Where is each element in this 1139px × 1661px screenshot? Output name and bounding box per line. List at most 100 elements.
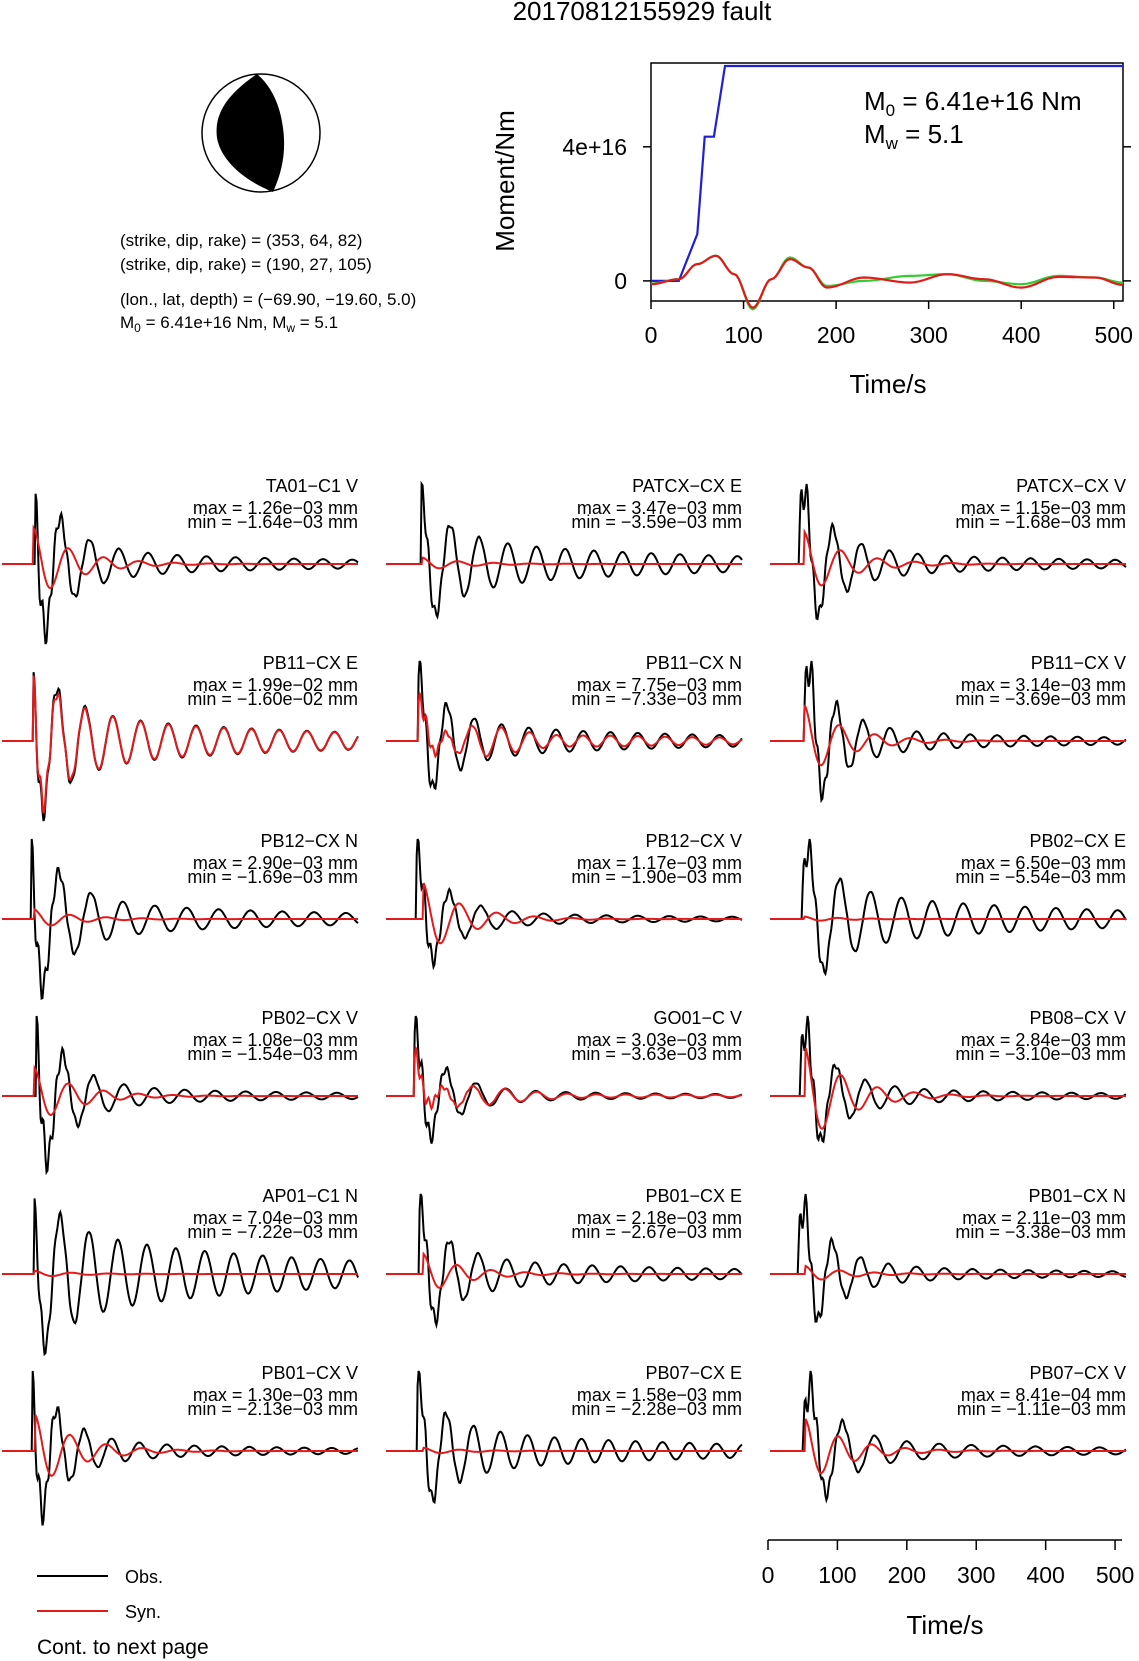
synthetic-trace bbox=[2, 1269, 358, 1278]
station-min: min = −7.33e−03 mm bbox=[571, 689, 742, 709]
waveform-x-tick-label: 500 bbox=[1096, 1562, 1134, 1588]
station-min: min = −3.10e−03 mm bbox=[955, 1044, 1126, 1064]
observed-trace bbox=[386, 480, 743, 620]
waveform-x-tick-label: 400 bbox=[1026, 1562, 1064, 1588]
station-name: PB02−CX V bbox=[261, 1008, 358, 1028]
station-min: min = −2.13e−03 mm bbox=[187, 1399, 358, 1419]
station-max: max = 1.30e−03 mm bbox=[193, 1385, 358, 1405]
synthetic-trace bbox=[386, 1251, 742, 1289]
station-name: PB11−CX E bbox=[263, 653, 358, 673]
station-name: PB11−CX N bbox=[646, 653, 742, 673]
station-min: min = −1.90e−03 mm bbox=[571, 867, 742, 887]
moment-x-tick-label: 0 bbox=[645, 322, 658, 348]
waveform-x-tick-label: 300 bbox=[957, 1562, 995, 1588]
synthetic-trace bbox=[2, 907, 358, 927]
station-name: PB01−CX V bbox=[261, 1363, 358, 1383]
station-min: min = −2.67e−03 mm bbox=[571, 1222, 742, 1242]
synthetic-trace bbox=[770, 1047, 1126, 1130]
moment-plot-frame bbox=[650, 62, 1124, 302]
station-name: PATCX−CX V bbox=[1016, 476, 1126, 496]
waveform-time-axis: Time/s 0 100 200 300 400 500 bbox=[762, 1539, 1134, 1640]
station-max: max = 1.17e−03 mm bbox=[577, 853, 742, 873]
observed-trace bbox=[770, 1193, 1127, 1323]
moment-y-tick-label: 4e+16 bbox=[562, 134, 627, 160]
station-min: min = −1.60e−02 mm bbox=[187, 689, 358, 709]
moment-curve bbox=[651, 64, 1123, 282]
figure-title: 20170812155929 fault bbox=[513, 0, 773, 26]
station-min: min = −1.69e−03 mm bbox=[187, 867, 358, 887]
m0-subscript: 0 bbox=[134, 321, 141, 335]
station-min: min = −3.63e−03 mm bbox=[571, 1044, 742, 1064]
mechanism-line-1: (strike, dip, rake) = (353, 64, 82) bbox=[120, 231, 362, 250]
station-name: GO01−C V bbox=[653, 1008, 742, 1028]
synthetic-trace bbox=[2, 1414, 358, 1477]
beachball bbox=[201, 73, 321, 193]
synthetic-trace bbox=[770, 1264, 1126, 1281]
station-name: PB12−CX N bbox=[260, 831, 358, 851]
station-name: PB01−CX E bbox=[645, 1186, 742, 1206]
continuation-note: Cont. to next page bbox=[37, 1636, 209, 1659]
station-name: PATCX−CX E bbox=[632, 476, 742, 496]
station-name: AP01−C1 N bbox=[262, 1186, 358, 1206]
moment-x-tick-label: 400 bbox=[1002, 322, 1040, 348]
observed-trace bbox=[2, 838, 359, 1000]
mechanism-info: (strike, dip, rake) = (353, 64, 82) (str… bbox=[120, 231, 416, 335]
station-name: PB12−CX V bbox=[645, 831, 742, 851]
waveform-x-tick-label: 0 bbox=[762, 1562, 775, 1588]
annot-m0-value: = 6.41e+16 Nm bbox=[895, 86, 1081, 116]
station-name: PB07−CX V bbox=[1029, 1363, 1126, 1383]
moment-series bbox=[650, 64, 1124, 311]
moment-x-tick-label: 300 bbox=[909, 322, 947, 348]
station-min: min = −1.11e−03 mm bbox=[957, 1399, 1126, 1419]
moment-y-tick-label: 0 bbox=[614, 268, 627, 294]
annot-m0-symbol: M bbox=[864, 86, 886, 116]
moment-x-tick-label: 500 bbox=[1095, 322, 1133, 348]
synthetic-trace bbox=[386, 1446, 742, 1455]
source-time-function-syn bbox=[650, 254, 1124, 309]
synthetic-trace bbox=[2, 675, 359, 814]
mechanism-line-2: (strike, dip, rake) = (190, 27, 105) bbox=[120, 255, 372, 274]
moment-y-axis-label: Moment/Nm bbox=[490, 110, 520, 252]
station-max: max = 1.58e−03 mm bbox=[577, 1385, 742, 1405]
annot-mw-value: = 5.1 bbox=[898, 119, 964, 149]
station-max: max = 1.99e−02 mm bbox=[193, 675, 358, 695]
legend-obs-label: Obs. bbox=[125, 1567, 163, 1587]
waveform-x-tick-label: 200 bbox=[888, 1562, 926, 1588]
station-min: min = −1.68e−03 mm bbox=[955, 512, 1126, 532]
station-max: max = 8.41e−04 mm bbox=[961, 1385, 1126, 1405]
moment-x-axis-label: Time/s bbox=[849, 369, 926, 399]
station-min: min = −1.64e−03 mm bbox=[187, 512, 358, 532]
moment-annotation-m0: M0 = 6.41e+16 Nm bbox=[864, 86, 1082, 120]
mechanism-line-3: (lon., lat, depth) = (−69.90, −19.60, 5.… bbox=[120, 290, 416, 309]
synthetic-trace bbox=[770, 1418, 1126, 1475]
legend-syn-label: Syn. bbox=[125, 1602, 161, 1622]
synthetic-trace bbox=[2, 524, 358, 590]
synthetic-trace bbox=[770, 915, 1126, 922]
station-name: PB08−CX V bbox=[1029, 1008, 1126, 1028]
waveform-x-tick-label: 100 bbox=[818, 1562, 856, 1588]
observed-trace bbox=[2, 493, 359, 645]
station-max: max = 7.04e−03 mm bbox=[193, 1208, 358, 1228]
observed-trace bbox=[386, 838, 743, 971]
station-min: min = −7.22e−03 mm bbox=[187, 1222, 358, 1242]
observed-trace bbox=[386, 1193, 743, 1329]
moment-annotation-mw: Mw = 5.1 bbox=[864, 119, 964, 153]
mechanism-line-4: M0 = 6.41e+16 Nm, Mw = 5.1 bbox=[120, 313, 338, 335]
station-name: PB11−CX V bbox=[1031, 653, 1126, 673]
legend: Obs. Syn. Cont. to next page bbox=[37, 1567, 209, 1659]
m0-symbol: M bbox=[120, 313, 134, 332]
annot-m0-subscript: 0 bbox=[886, 101, 895, 120]
